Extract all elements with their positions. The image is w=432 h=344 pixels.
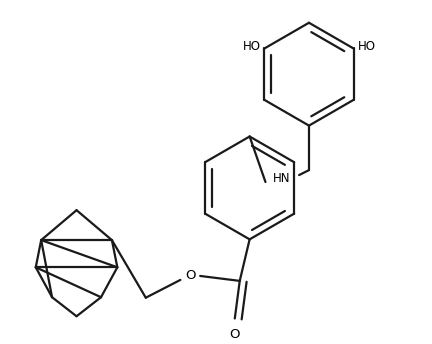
Text: O: O <box>185 269 196 282</box>
Text: HN: HN <box>273 172 290 184</box>
Text: HO: HO <box>357 40 375 53</box>
Text: HO: HO <box>242 40 260 53</box>
Text: O: O <box>229 329 240 341</box>
